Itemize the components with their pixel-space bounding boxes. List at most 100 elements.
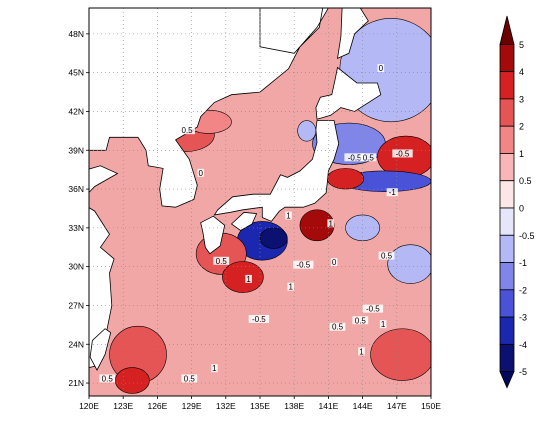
contour-label: 0.5 bbox=[378, 251, 395, 261]
x-tick-label: 120E bbox=[79, 401, 99, 411]
colorbar-box bbox=[499, 289, 515, 318]
y-tick-label: 39N bbox=[68, 145, 84, 155]
colorbar-box bbox=[499, 98, 515, 127]
anomaly-patch bbox=[259, 227, 288, 249]
contour-label: -0.5 bbox=[392, 149, 413, 158]
colorbar: 5 4 3 2 1 0.5 0 -0.5 -1 -2 -3 -4 -5 bbox=[499, 15, 535, 389]
asian-mainland bbox=[89, 8, 329, 368]
anomaly-patch bbox=[297, 120, 317, 142]
x-tick-label: 126E bbox=[147, 401, 167, 411]
contour-label: 0.5 bbox=[179, 126, 195, 135]
svg-text:-0.5: -0.5 bbox=[396, 149, 410, 158]
x-tick-label: 135E bbox=[250, 401, 270, 411]
colorbar-box bbox=[499, 234, 515, 263]
contour-label: 0 bbox=[377, 64, 385, 73]
hokkaido-island bbox=[315, 66, 382, 120]
svg-text:0.5: 0.5 bbox=[355, 316, 367, 325]
x-tick-label: 147E bbox=[387, 401, 407, 411]
colorbar-label: -5 bbox=[519, 367, 527, 377]
colorbar-box bbox=[499, 262, 515, 291]
contour-label: 0 bbox=[197, 168, 205, 178]
colorbar-box bbox=[499, 43, 515, 73]
contour-label: -0.5 bbox=[293, 260, 314, 270]
contour-label: -0.5 bbox=[344, 153, 365, 162]
svg-text:1: 1 bbox=[381, 320, 386, 329]
anomaly-patch bbox=[114, 367, 150, 394]
colorbar-top-arrow bbox=[499, 15, 515, 45]
contour-label: 0.5 bbox=[360, 153, 377, 162]
svg-text:0: 0 bbox=[379, 64, 384, 73]
honshu-island bbox=[213, 120, 340, 222]
sakhalin-island bbox=[336, 8, 369, 60]
colorbar-box bbox=[499, 207, 515, 236]
contour-label: 0 bbox=[330, 258, 338, 267]
colorbar-label: 5 bbox=[519, 40, 524, 50]
y-tick-label: 24N bbox=[68, 339, 84, 349]
svg-text:0.5: 0.5 bbox=[181, 126, 193, 135]
contour-label: 1 bbox=[358, 347, 365, 356]
svg-text:-0.5: -0.5 bbox=[252, 315, 266, 324]
contour-label: 0.5 bbox=[181, 374, 198, 383]
svg-text:1: 1 bbox=[246, 275, 251, 284]
shikoku-island bbox=[230, 211, 258, 231]
contour-label: 1 bbox=[245, 274, 252, 284]
colorbar-label: -2 bbox=[519, 285, 527, 295]
x-tick-label: 123E bbox=[113, 401, 133, 411]
contour-labels: 0.50-0.5 0.5 -0.50-111-0.5 00.50.5-0.5-0.50… bbox=[99, 64, 413, 383]
svg-text:-0.5: -0.5 bbox=[296, 261, 310, 270]
svg-text:1: 1 bbox=[289, 283, 294, 292]
svg-text:0.5: 0.5 bbox=[363, 153, 375, 162]
y-tick-label: 30N bbox=[68, 262, 84, 272]
svg-text:1: 1 bbox=[286, 212, 291, 221]
anomaly-patch bbox=[299, 209, 335, 242]
anomaly-patch bbox=[326, 168, 365, 190]
y-tick-label: 48N bbox=[68, 29, 84, 39]
svg-text:-1: -1 bbox=[389, 188, 397, 197]
colorbar-label: 1 bbox=[519, 149, 524, 159]
colorbar-box bbox=[499, 316, 515, 345]
contour-label: -0.5 bbox=[362, 304, 384, 314]
contour-label: 1 bbox=[285, 211, 292, 221]
y-tick-label: 27N bbox=[68, 300, 84, 310]
svg-text:0.5: 0.5 bbox=[216, 257, 228, 266]
svg-text:0.5: 0.5 bbox=[381, 252, 393, 261]
colorbar-label: 0 bbox=[519, 204, 524, 214]
colorbar-label: -4 bbox=[519, 340, 527, 350]
svg-text:-0.5: -0.5 bbox=[366, 305, 380, 314]
colorbar-label: -3 bbox=[519, 313, 527, 323]
colorbar-label: 0.5 bbox=[519, 176, 532, 186]
colorbar-label: 4 bbox=[519, 67, 524, 77]
colorbar-box bbox=[499, 71, 515, 100]
contour-label: 1 bbox=[211, 364, 218, 373]
colorbar-label: 3 bbox=[519, 94, 524, 104]
colorbar-label: 2 bbox=[519, 122, 524, 132]
svg-text:0: 0 bbox=[198, 169, 203, 178]
contour-label: 0.5 bbox=[99, 374, 116, 383]
svg-text:1: 1 bbox=[359, 347, 364, 356]
colorbar-label: -0.5 bbox=[519, 231, 535, 241]
y-tick-label: 45N bbox=[68, 68, 84, 78]
svg-text:1: 1 bbox=[212, 364, 217, 373]
x-tick-label: 138E bbox=[284, 401, 304, 411]
y-tick-label: 36N bbox=[68, 184, 84, 194]
x-tick-label: 144E bbox=[353, 401, 373, 411]
x-tick-label: 132E bbox=[216, 401, 236, 411]
colorbar-box bbox=[499, 153, 515, 182]
contour-label: 0.5 bbox=[329, 322, 346, 332]
x-tick-label: 129E bbox=[182, 401, 202, 411]
colorbar-label: -1 bbox=[519, 258, 527, 268]
y-tick-label: 21N bbox=[68, 378, 84, 388]
colorbar-box bbox=[499, 125, 515, 154]
y-tick-label: 42N bbox=[68, 106, 84, 116]
contour-label: -0.5 bbox=[248, 314, 270, 324]
svg-text:0.5: 0.5 bbox=[184, 374, 196, 383]
latitude-axis: 21N 24N 27N 30N 33N 36N 39N 42N 45N 48N bbox=[68, 29, 89, 388]
contour-label: -1 bbox=[386, 188, 398, 197]
anomaly-patch bbox=[222, 261, 264, 293]
land-layer bbox=[89, 8, 382, 371]
svg-text:1: 1 bbox=[328, 219, 333, 228]
x-tick-label: 141E bbox=[318, 401, 338, 411]
contour-label: 0.5 bbox=[213, 256, 230, 266]
longitude-axis: 120E 123E 126E 129E 132E 135E 138E 141E 144E 147E… bbox=[79, 396, 441, 411]
